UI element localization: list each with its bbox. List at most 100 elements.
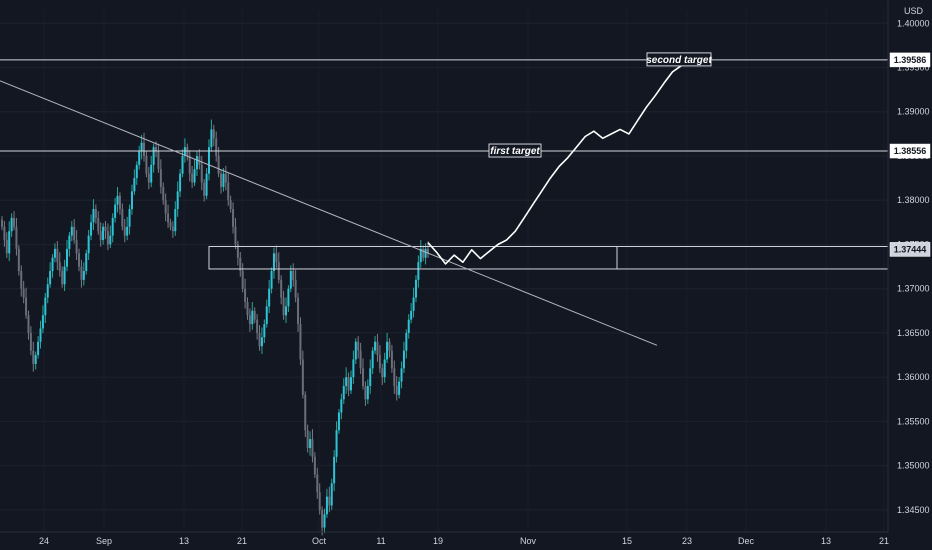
candle-body [328, 496, 331, 506]
candle-body [386, 341, 389, 360]
candle-body [121, 209, 124, 227]
candle-body [342, 386, 345, 400]
candle-body [383, 359, 386, 378]
candle-body [82, 271, 85, 280]
candle-body [417, 262, 420, 280]
candle-body [73, 226, 76, 241]
candle-body [345, 377, 348, 387]
candle-body [70, 226, 73, 236]
candle-body [169, 222, 172, 227]
candle-body [207, 147, 210, 174]
candle-body [378, 355, 381, 369]
annotation-text: first target [490, 146, 540, 157]
candle-body [32, 350, 35, 364]
candle-body [140, 142, 143, 152]
price-tick-label: 1.34500 [897, 505, 930, 515]
candle-body [75, 240, 78, 254]
candle-body [159, 169, 162, 187]
candle-body [147, 173, 150, 183]
second-target-label[interactable]: second target [646, 52, 712, 67]
candle-body [174, 209, 177, 232]
candle-body [13, 217, 16, 227]
candle-body [393, 368, 396, 387]
price-tick-label: 1.39500 [897, 63, 930, 73]
candle-body [414, 279, 417, 298]
price-tag-label: 1.37444 [894, 244, 927, 254]
price-axis-unit: USD [904, 6, 924, 16]
candle-body [181, 155, 184, 174]
candle-body [297, 297, 300, 325]
descending-trendline[interactable] [0, 80, 658, 346]
time-axis[interactable]: 24 Sep 13 21 Oct 11 19 Nov 15 23 Dec 13 21 [39, 536, 889, 546]
candle-body [145, 155, 148, 174]
price-tick-label: 1.36500 [897, 328, 930, 338]
time-tick-label: 19 [433, 536, 443, 546]
candle-body [29, 332, 32, 351]
candle-body [118, 195, 121, 210]
candle-body [78, 253, 81, 267]
candle-body [46, 284, 49, 298]
candle-body [352, 359, 355, 378]
candle-body [162, 186, 165, 201]
candle-body [111, 217, 114, 236]
candle-body [323, 514, 326, 528]
price-tick-label: 1.38000 [897, 195, 930, 205]
candle-body [268, 288, 271, 307]
price-tick-label: 1.39000 [897, 107, 930, 117]
first-target-label[interactable]: first target [488, 143, 542, 158]
price-tick-label: 1.36000 [897, 372, 930, 382]
candle-body [133, 178, 136, 192]
candle-body [152, 147, 155, 165]
price-tag [889, 143, 931, 159]
candle-body [15, 226, 18, 249]
candle-body [333, 456, 336, 484]
candle-body [106, 231, 109, 245]
candle-body [94, 209, 97, 218]
candle-body [427, 248, 429, 254]
candle-body [376, 341, 379, 356]
candle-body [138, 151, 141, 165]
candle-body [212, 129, 215, 139]
candle-body [51, 257, 54, 271]
candle-body [280, 279, 283, 298]
candle-body [410, 310, 413, 320]
candle-body [349, 377, 352, 391]
candle-body [130, 191, 133, 210]
candle-body [41, 315, 44, 329]
candle-body [80, 266, 83, 280]
candle-body [260, 337, 263, 347]
candle-body [244, 288, 247, 302]
candle-body [402, 350, 405, 369]
candle-body [412, 297, 415, 311]
price-tag [889, 52, 931, 68]
candle-body [1, 219, 3, 227]
candle-body [176, 191, 179, 210]
candle-body [102, 226, 105, 241]
candle-body [155, 147, 158, 152]
candle-body [203, 182, 206, 196]
candle-body [239, 257, 242, 271]
candle-body [49, 271, 52, 285]
candle-body [227, 182, 230, 201]
candle-body [405, 332, 408, 351]
annotation-text: second target [646, 55, 712, 66]
candle-body [311, 439, 314, 457]
candle-body [265, 306, 268, 325]
candle-body [109, 235, 112, 245]
time-tick-label: Dec [738, 536, 755, 546]
time-tick-label: 15 [622, 536, 632, 546]
candle-body [143, 142, 145, 156]
candle-body [116, 195, 119, 205]
candle-body [87, 235, 90, 254]
candle-body [236, 244, 239, 258]
candle-body [188, 155, 191, 174]
candle-body [251, 310, 254, 325]
candle-body [256, 319, 259, 333]
candle-body [241, 271, 244, 289]
projection-path[interactable] [427, 59, 691, 265]
candle-body [68, 235, 71, 249]
candle-body [282, 297, 285, 316]
candle-body [8, 231, 11, 254]
candle-body [164, 200, 167, 214]
